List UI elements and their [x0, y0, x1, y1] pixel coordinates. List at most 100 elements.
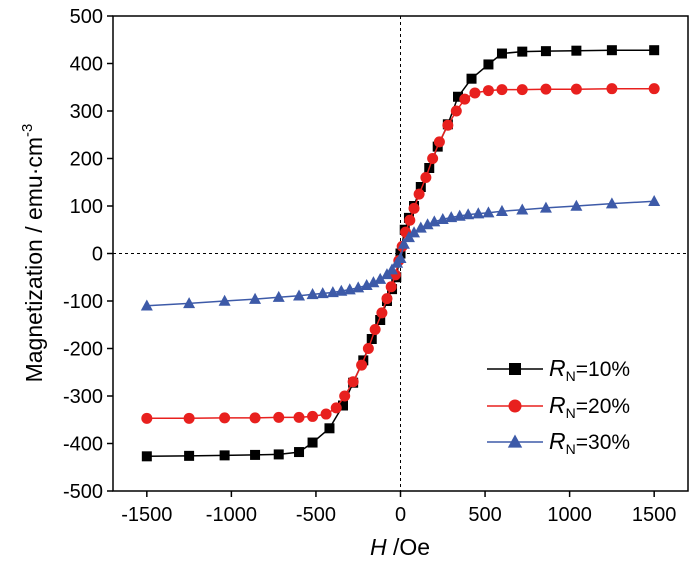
- data-point: [339, 390, 351, 402]
- y-tick-label: -500: [63, 481, 103, 503]
- data-point: [140, 299, 153, 311]
- data-point: [381, 293, 393, 305]
- legend-marker: [507, 434, 523, 448]
- data-point: [326, 286, 339, 298]
- legend-marker: [509, 363, 521, 375]
- data-point: [570, 199, 583, 211]
- y-tick-label: -300: [63, 386, 103, 408]
- data-point: [540, 46, 551, 57]
- data-point: [442, 119, 454, 131]
- data-point: [293, 289, 306, 301]
- data-point: [369, 324, 381, 335]
- data-point: [445, 211, 458, 223]
- data-point: [648, 194, 661, 206]
- x-tick-label: -1000: [206, 504, 257, 526]
- legend: RN=10% RN=20% RN=30%: [487, 355, 630, 457]
- data-point: [649, 45, 660, 56]
- y-tick-label: 100: [70, 196, 103, 218]
- data-point: [375, 315, 386, 325]
- data-point: [404, 214, 416, 226]
- x-tick-label: -500: [296, 504, 336, 526]
- data-point: [516, 84, 528, 96]
- data-point: [648, 83, 660, 95]
- x-tick-label: -1500: [121, 504, 172, 526]
- data-point: [495, 204, 508, 216]
- legend-label: RN=30%: [549, 428, 630, 457]
- data-point: [408, 202, 420, 214]
- data-point: [539, 201, 552, 213]
- data-point: [462, 208, 475, 220]
- data-point: [347, 376, 359, 388]
- data-point: [408, 226, 421, 238]
- data-point: [450, 105, 462, 117]
- x-tick-label: 1500: [632, 504, 677, 526]
- x-tick-label: 0: [395, 504, 406, 526]
- data-point: [421, 218, 434, 230]
- data-point: [219, 450, 230, 461]
- x-tick-label: 500: [468, 504, 501, 526]
- data-point: [335, 284, 348, 296]
- data-point: [362, 343, 374, 354]
- y-tick-label: 200: [70, 149, 103, 171]
- data-point: [330, 402, 342, 414]
- y-tick-label: 400: [70, 54, 103, 76]
- data-point: [386, 263, 399, 275]
- y-tick-label: -200: [63, 339, 103, 361]
- data-point: [414, 221, 427, 233]
- y-tick-label: -100: [63, 291, 103, 313]
- legend-label: RN=10%: [549, 355, 630, 384]
- data-point: [316, 287, 329, 299]
- data-point: [141, 451, 152, 462]
- y-tick-label: 500: [70, 6, 103, 28]
- data-point: [183, 412, 195, 424]
- data-point: [367, 276, 380, 288]
- legend-marker: [508, 399, 522, 413]
- data-point: [249, 412, 261, 424]
- data-point: [338, 400, 348, 411]
- data-point: [320, 408, 332, 420]
- x-tick-label: 1000: [547, 504, 592, 526]
- data-point: [306, 288, 319, 300]
- data-point: [183, 297, 196, 309]
- data-point: [496, 84, 508, 96]
- y-tick-label: 0: [92, 244, 103, 266]
- data-point: [496, 48, 507, 59]
- data-point: [413, 188, 425, 200]
- data-point: [605, 197, 618, 209]
- data-point: [427, 153, 439, 164]
- data-point: [466, 73, 477, 84]
- data-series: [140, 45, 661, 462]
- x-axis-title: H /Oe: [370, 534, 430, 560]
- data-point: [469, 87, 481, 99]
- data-point: [453, 91, 463, 102]
- data-point: [459, 93, 471, 105]
- legend-item: RN=10%: [487, 355, 630, 384]
- data-point: [606, 83, 618, 95]
- data-point: [433, 136, 445, 148]
- y-tick-label: 300: [70, 101, 103, 123]
- data-point: [249, 292, 262, 304]
- data-point: [272, 290, 285, 302]
- data-point: [360, 279, 373, 291]
- data-point: [394, 251, 407, 263]
- data-point: [540, 83, 552, 95]
- data-point: [293, 411, 305, 423]
- axis-ticks: -1500 -1000 -500 0 500 1000 1500-500-400-300-2…: [63, 6, 676, 526]
- data-point: [483, 59, 494, 70]
- data-point: [356, 359, 368, 371]
- data-point: [453, 209, 466, 221]
- data-point: [141, 412, 153, 424]
- data-point: [273, 449, 284, 460]
- data-point: [307, 410, 319, 422]
- data-point: [606, 45, 617, 56]
- data-point: [415, 182, 426, 192]
- data-point: [516, 203, 529, 215]
- data-point: [324, 423, 335, 434]
- data-point: [420, 172, 432, 183]
- y-axis-title: Magnetization / emu·cm-3: [19, 124, 47, 383]
- data-point: [374, 272, 387, 284]
- data-point: [250, 449, 261, 460]
- legend-item: RN=20%: [487, 392, 630, 421]
- data-point: [482, 85, 494, 97]
